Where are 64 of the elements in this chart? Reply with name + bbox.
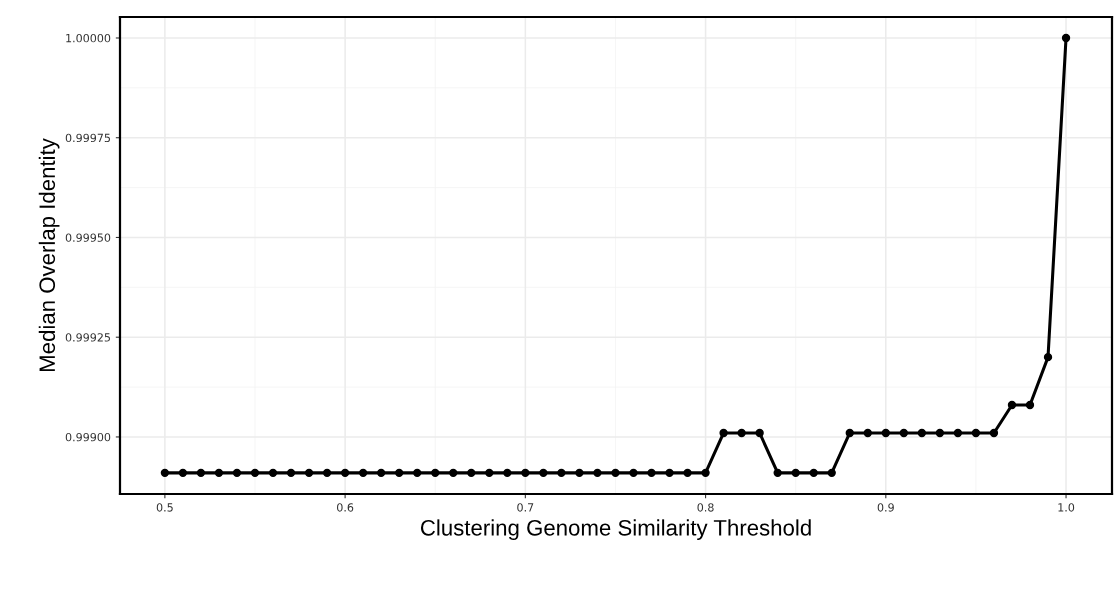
point xyxy=(629,468,638,478)
point xyxy=(917,428,927,438)
point xyxy=(773,468,782,478)
point xyxy=(340,468,350,478)
y-tick-label: 1.00000 xyxy=(66,33,111,43)
point xyxy=(304,468,314,478)
point xyxy=(214,468,224,478)
point xyxy=(322,468,332,478)
point xyxy=(413,468,422,478)
point xyxy=(467,468,476,478)
point xyxy=(431,468,440,478)
point xyxy=(575,468,584,478)
point xyxy=(539,468,548,478)
x-tick-label: 0.8 xyxy=(697,503,714,512)
point xyxy=(827,468,836,478)
x-tick-label: 0.9 xyxy=(877,503,894,512)
point xyxy=(1061,33,1071,43)
point xyxy=(845,428,854,438)
x-tick-label: 1.0 xyxy=(1058,503,1075,512)
point xyxy=(376,468,386,478)
point xyxy=(683,468,692,478)
point xyxy=(1043,352,1053,362)
point xyxy=(395,468,404,478)
point xyxy=(268,468,278,478)
point xyxy=(989,428,999,438)
point xyxy=(953,428,963,438)
point xyxy=(701,468,710,478)
point xyxy=(881,428,890,438)
y-axis-title: Median Overlap Identity xyxy=(38,138,60,372)
point xyxy=(358,468,368,478)
point xyxy=(737,428,746,438)
point xyxy=(160,468,170,478)
point xyxy=(503,468,512,478)
y-tick-label: 0.99925 xyxy=(65,333,110,342)
point xyxy=(449,468,458,478)
point xyxy=(521,468,530,478)
point xyxy=(809,468,818,478)
y-tick-label: 0.99950 xyxy=(65,233,111,242)
point xyxy=(286,468,296,478)
point xyxy=(755,428,764,438)
point xyxy=(593,468,602,478)
point xyxy=(232,468,242,478)
point xyxy=(557,468,566,478)
point xyxy=(196,468,206,478)
x-tick-label: 0.7 xyxy=(517,503,534,512)
point xyxy=(665,468,674,478)
x-axis-title: Clustering Genome Similarity Threshold xyxy=(420,519,811,541)
point xyxy=(647,468,656,478)
x-tick-label: 0.6 xyxy=(337,503,354,512)
point xyxy=(250,468,260,478)
point xyxy=(1025,400,1035,410)
point xyxy=(1007,400,1017,410)
y-tick-label: 0.99975 xyxy=(65,133,110,143)
x-tick-label: 0.5 xyxy=(156,503,173,512)
y-tick-label: 0.99900 xyxy=(65,432,111,442)
point xyxy=(971,428,981,438)
point xyxy=(791,468,800,478)
point xyxy=(178,468,188,478)
point xyxy=(935,428,945,438)
point xyxy=(485,468,494,478)
point xyxy=(863,428,872,438)
point xyxy=(611,468,620,478)
point xyxy=(899,428,908,438)
point xyxy=(719,428,728,438)
